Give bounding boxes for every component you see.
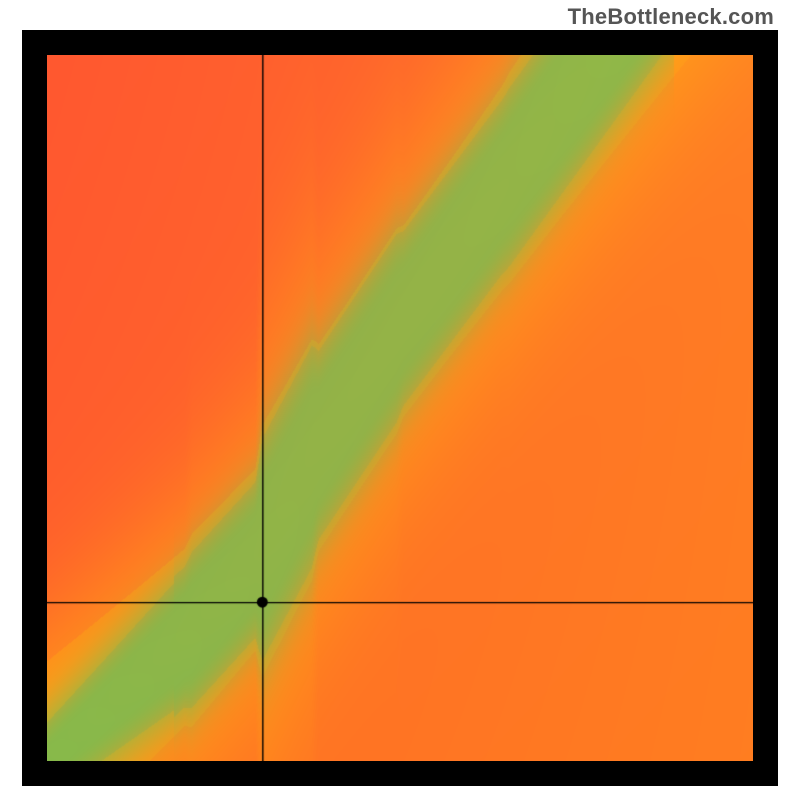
heatmap-canvas	[47, 55, 753, 761]
chart-outer-frame	[22, 30, 778, 786]
watermark-text: TheBottleneck.com	[568, 4, 774, 30]
heatmap-plot-area	[47, 55, 753, 761]
